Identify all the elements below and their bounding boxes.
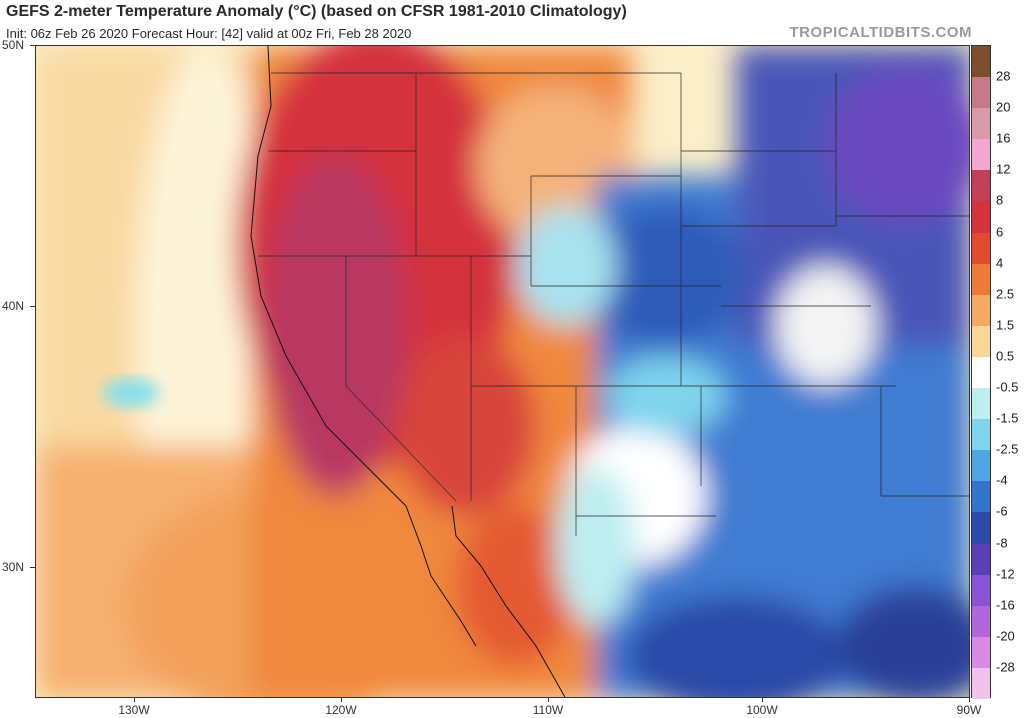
colorbar-segment (972, 294, 990, 326)
map-title: GEFS 2-meter Temperature Anomaly (°C) (b… (6, 3, 627, 20)
colorbar-segment (972, 77, 990, 109)
colorbar-label: -8 (996, 535, 1008, 551)
colorbar-label: -2.5 (996, 441, 1019, 457)
colorbar-segment (972, 605, 990, 637)
lat-label-30n: 30N (2, 560, 25, 574)
colorbar-label: -28 (996, 659, 1015, 675)
colorbar-segment (972, 170, 990, 202)
colorbar-label: 12 (996, 161, 1011, 177)
lon-label-90w: 90W (956, 703, 982, 717)
lon-label-100w: 100W (746, 703, 778, 717)
colorbar-label: 6 (996, 224, 1004, 240)
colorbar-segment (972, 356, 990, 389)
colorbar-segment (972, 108, 990, 140)
colorbar-segment (972, 46, 990, 78)
anomaly-map (35, 45, 970, 698)
colorbar-label: -0.5 (996, 379, 1019, 395)
colorbar-label: -12 (996, 566, 1015, 582)
lat-label-50n: 50N (2, 38, 25, 52)
lon-label-130w: 130W (118, 703, 150, 717)
colorbar-segment (972, 450, 990, 482)
brand-watermark: TROPICALTIDBITS.COM (789, 24, 972, 41)
lon-label-110w: 110W (532, 703, 564, 717)
colorbar-label: -16 (996, 597, 1015, 613)
colorbar-segment (972, 512, 990, 544)
colorbar-segment (972, 232, 990, 264)
forecast-info: Init: 06z Feb 26 2020 Forecast Hour: [42… (6, 26, 412, 41)
colorbar-label: 16 (996, 130, 1011, 146)
colorbar-segment (972, 543, 990, 575)
colorbar (971, 45, 991, 699)
colorbar-segment (972, 201, 990, 233)
lat-label-40n: 40N (2, 299, 25, 313)
colorbar-label: 2.5 (996, 286, 1015, 302)
colorbar-label: 28 (996, 68, 1011, 84)
colorbar-segment (972, 419, 990, 451)
colorbar-label: 0.5 (996, 348, 1015, 364)
colorbar-segment (972, 636, 990, 668)
colorbar-label: -4 (996, 472, 1008, 488)
colorbar-segment (972, 574, 990, 606)
colorbar-segment (972, 325, 990, 357)
colorbar-segment (972, 481, 990, 513)
colorbar-segment (972, 388, 990, 420)
lon-label-120w: 120W (325, 703, 357, 717)
colorbar-label: 4 (996, 255, 1004, 271)
colorbar-segment (972, 667, 990, 699)
colorbar-segment (972, 263, 990, 295)
colorbar-label: 20 (996, 99, 1011, 115)
colorbar-label: -1.5 (996, 410, 1019, 426)
colorbar-label: -6 (996, 503, 1008, 519)
colorbar-label: -20 (996, 628, 1015, 644)
colorbar-label: 1.5 (996, 317, 1015, 333)
colorbar-segment (972, 139, 990, 171)
colorbar-label: 8 (996, 192, 1004, 208)
